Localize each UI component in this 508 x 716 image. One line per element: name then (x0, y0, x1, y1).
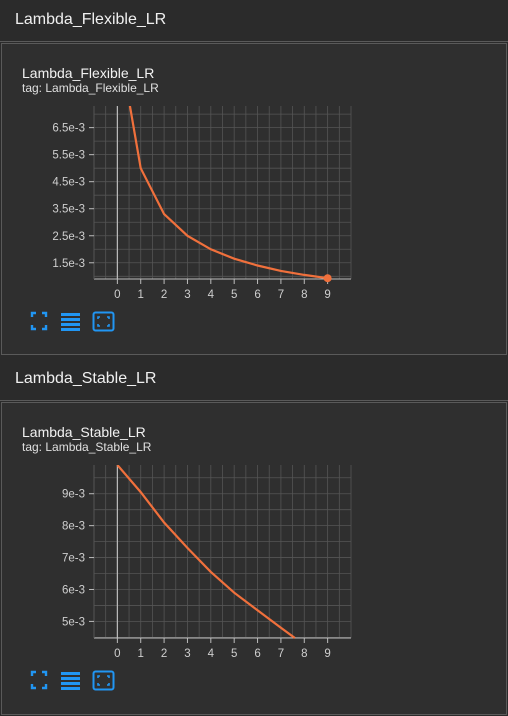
last-point-marker (324, 274, 332, 282)
x-tick-label: 6 (254, 648, 260, 660)
section-divider (0, 400, 508, 401)
y-tick-label: 5.5e-3 (52, 150, 85, 162)
y-tick-label: 4.5e-3 (52, 177, 85, 189)
x-tick-label: 3 (184, 648, 190, 660)
fullscreen-button[interactable] (30, 670, 48, 692)
x-tick-label: 7 (278, 289, 284, 301)
fit-domain-icon (92, 311, 116, 333)
x-tick-label: 9 (324, 289, 330, 301)
chart-grid (94, 465, 351, 638)
chart-card-flexible: Lambda_Flexible_LR tag: Lambda_Flexible_… (1, 43, 507, 355)
chart-card-stable: Lambda_Stable_LR tag: Lambda_Stable_LR 0… (1, 402, 507, 715)
x-tick-label: 3 (184, 289, 190, 301)
x-tick-label: 0 (114, 648, 120, 660)
fit-domain-icon (92, 670, 116, 692)
fullscreen-icon (30, 670, 48, 692)
fullscreen-icon (30, 311, 48, 333)
y-tick-label: 6.5e-3 (52, 123, 85, 135)
fit-domain-button[interactable] (92, 311, 116, 333)
x-tick-label: 4 (208, 648, 215, 660)
x-tick-label: 8 (301, 289, 307, 301)
series-line (117, 465, 295, 638)
x-tick-label: 5 (231, 289, 237, 301)
y-tick-label: 1.5e-3 (52, 258, 85, 270)
chart-toolbar (30, 670, 120, 692)
x-tick-label: 8 (301, 648, 307, 660)
fullscreen-button[interactable] (30, 311, 48, 333)
section-title: Lambda_Stable_LR (15, 370, 156, 387)
toggle-data-table-button[interactable] (60, 311, 82, 333)
x-tick-label: 4 (208, 289, 215, 301)
section-divider (0, 41, 508, 42)
y-tick-label: 7e-3 (62, 553, 85, 565)
x-tick-label: 5 (231, 648, 237, 660)
y-tick-label: 8e-3 (62, 521, 85, 533)
x-tick-label: 7 (278, 648, 284, 660)
data-table-icon (60, 311, 82, 333)
y-tick-label: 6e-3 (62, 584, 85, 596)
x-tick-label: 0 (114, 289, 120, 301)
chart-toolbar (30, 311, 120, 333)
toggle-data-table-button[interactable] (60, 670, 82, 692)
x-tick-label: 9 (324, 648, 330, 660)
fit-domain-button[interactable] (92, 670, 116, 692)
x-tick-label: 1 (138, 648, 144, 660)
y-tick-label: 5e-3 (62, 616, 85, 628)
section-header-flexible[interactable]: Lambda_Flexible_LR (0, 0, 508, 40)
x-tick-label: 2 (161, 289, 167, 301)
data-table-icon (60, 670, 82, 692)
y-tick-label: 3.5e-3 (52, 204, 85, 216)
x-tick-label: 6 (254, 289, 260, 301)
y-tick-label: 9e-3 (62, 489, 85, 501)
line-chart-flexible[interactable]: 0 1 2 3 4 5 6 7 8 9 1.5e-3 2.5e-3 3.5e-3 4.5e-3 5.5e-3… (2, 44, 508, 356)
x-tick-label: 2 (161, 648, 167, 660)
x-tick-label: 1 (138, 289, 144, 301)
y-tick-label: 2.5e-3 (52, 231, 85, 243)
section-title: Lambda_Flexible_LR (15, 11, 166, 28)
section-header-stable[interactable]: Lambda_Stable_LR (0, 359, 508, 399)
